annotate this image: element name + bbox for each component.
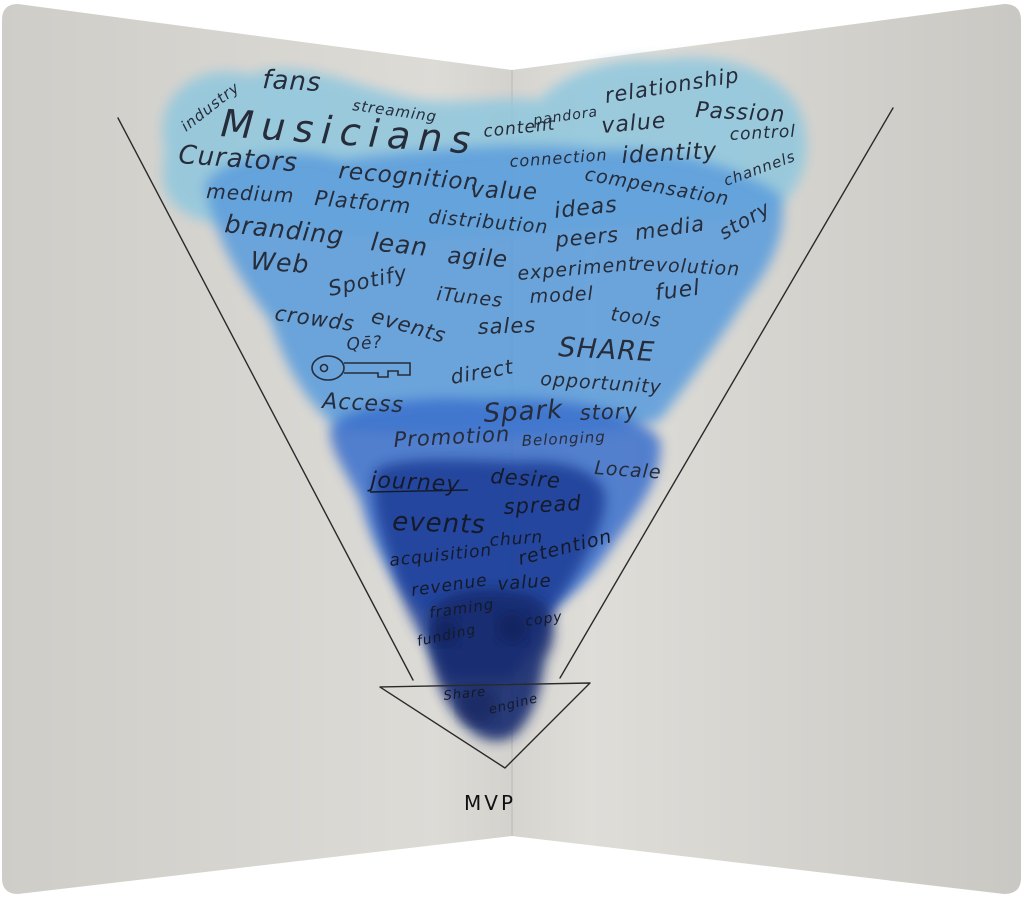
wash-dark-spot-3 <box>458 685 498 725</box>
key-icon <box>311 355 411 381</box>
key-bow <box>311 355 345 381</box>
word-events-low: events <box>392 507 487 540</box>
funnel-tip <box>379 682 591 769</box>
key-hole <box>319 363 329 373</box>
word-identity: identity <box>621 138 718 169</box>
word-churn: churn <box>489 527 544 551</box>
word-belonging: Belonging <box>521 428 606 450</box>
watercolor-wash <box>162 57 807 741</box>
word-fuel: fuel <box>654 276 702 306</box>
word-control: control <box>729 122 796 145</box>
word-access: Access <box>320 389 405 418</box>
word-sales: sales <box>477 313 536 339</box>
journey-underline <box>369 489 469 493</box>
wash-dark-spot-1 <box>432 618 460 646</box>
wash-dark-spot-2 <box>496 612 528 644</box>
funnel-right-line <box>559 107 894 679</box>
word-qe: Qē? <box>346 333 383 355</box>
word-medium: medium <box>206 179 295 208</box>
word-spark: Spark <box>483 395 564 429</box>
word-story-mid: story <box>579 399 638 425</box>
word-desire: desire <box>490 464 562 493</box>
mvp-label: MVP <box>464 791 516 815</box>
key-shaft <box>344 362 411 378</box>
word-locale: Locale <box>594 457 663 484</box>
word-web: Web <box>250 246 311 279</box>
funnel-left-line <box>117 117 414 681</box>
funnel-outline <box>117 107 894 769</box>
wash-mid-blue <box>205 145 783 437</box>
word-peers: peers <box>553 223 620 253</box>
word-model: model <box>529 283 594 308</box>
word-lean: lean <box>369 227 429 262</box>
word-value-top: value <box>600 108 667 139</box>
word-agile: agile <box>447 243 509 273</box>
word-value-low: value <box>497 570 553 595</box>
word-journey: journey <box>367 468 461 498</box>
word-value-mid: value <box>470 177 539 205</box>
word-share-small: Share <box>443 685 487 704</box>
word-spread: spread <box>503 491 582 519</box>
word-fans: fans <box>262 65 323 98</box>
word-share: SHARE <box>558 332 656 368</box>
word-passion: Passion <box>695 98 786 128</box>
word-copy: copy <box>524 609 563 630</box>
